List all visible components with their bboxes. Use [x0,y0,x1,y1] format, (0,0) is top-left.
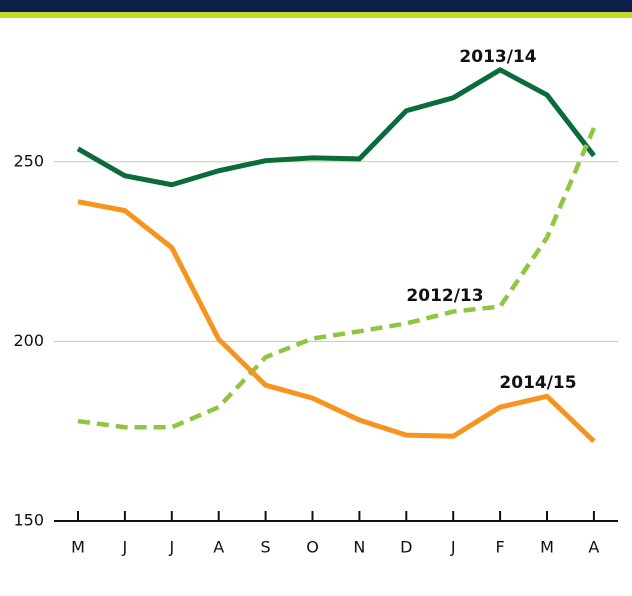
header-band [0,0,632,12]
series-label: 2012/13 [406,286,483,306]
series-line [76,67,596,188]
series-line [77,127,596,430]
series-label: 2014/15 [499,373,576,393]
series-label: 2013/14 [459,47,536,67]
x-tick-label: F [495,538,504,557]
x-tick-label: O [306,538,319,557]
x-tick-label: J [168,538,174,557]
x-tick-label: A [588,538,599,557]
x-tick-label: S [261,538,271,557]
y-tick-label: 150 [13,511,44,530]
x-tick-label: D [400,538,412,557]
x-tick-label: M [71,538,85,557]
series-line [77,199,596,444]
x-tick-label: J [122,538,128,557]
x-tick-label: A [213,538,224,557]
x-tick-label: N [353,538,365,557]
x-tick-label: M [540,538,554,557]
x-tick-label: J [450,538,456,557]
header-accent [0,12,632,18]
y-tick-label: 250 [13,151,44,170]
y-tick-label: 200 [13,331,44,350]
